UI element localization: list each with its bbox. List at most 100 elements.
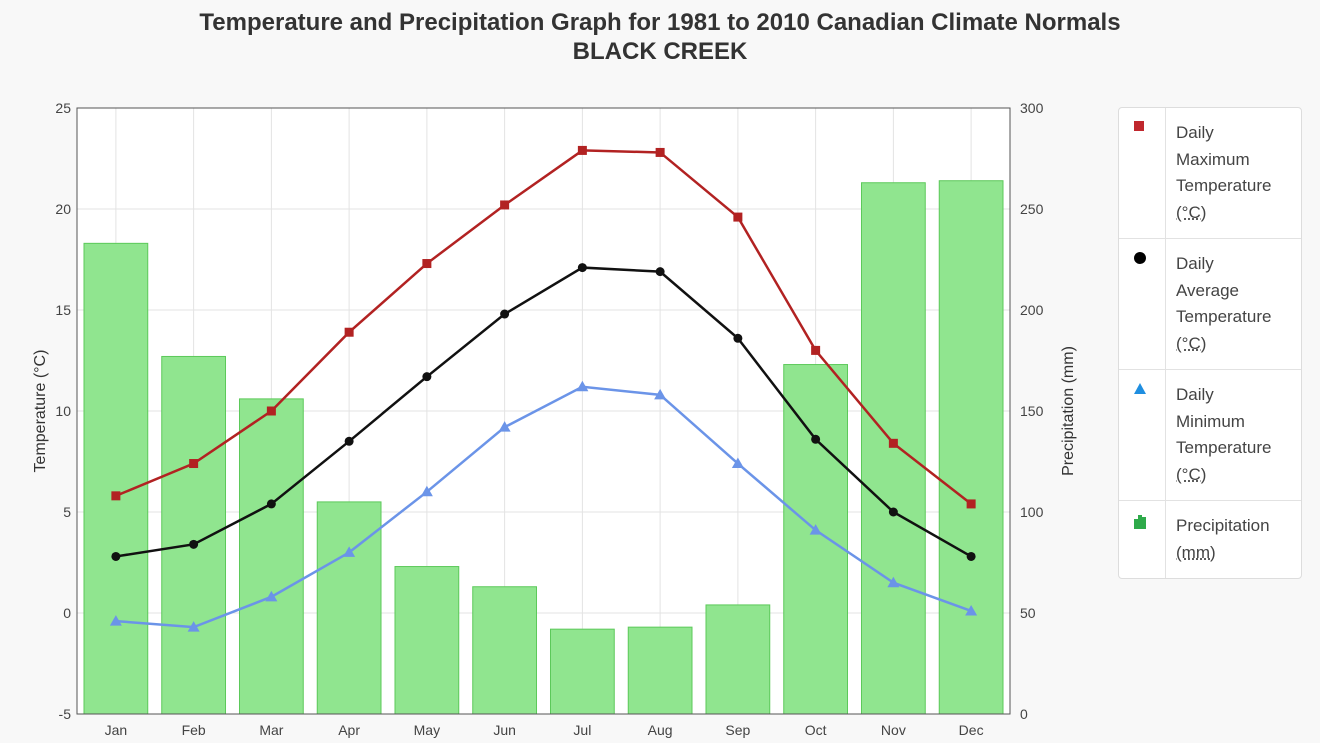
max-temp-point xyxy=(422,259,432,269)
max-temp-point xyxy=(344,327,354,337)
chart-title: Temperature and Precipitation Graph for … xyxy=(0,8,1320,66)
min-temp-point xyxy=(809,524,822,535)
y-left-tick-label: 20 xyxy=(55,201,71,217)
avg-temp-point xyxy=(655,267,665,277)
avg-temp-point xyxy=(266,499,276,509)
x-tick-label: Apr xyxy=(338,722,360,738)
chart-title-line2: BLACK CREEK xyxy=(572,38,748,65)
legend-unit: (°C) xyxy=(1176,333,1207,353)
x-tick-label: Feb xyxy=(182,722,206,738)
avg-temp-point xyxy=(811,434,821,444)
precipitation-bar xyxy=(860,182,926,715)
max-temp-point xyxy=(577,145,587,155)
x-tick-label: Aug xyxy=(648,722,673,738)
legend-item-precip[interactable]: Precipitation (mm) xyxy=(1119,501,1301,578)
min-temp-point xyxy=(109,615,122,626)
chart-legend[interactable]: Daily Maximum Temperature (°C) Daily Ave… xyxy=(1118,107,1302,579)
x-tick-label: Jun xyxy=(493,722,516,738)
chart-title-line1: Temperature and Precipitation Graph for … xyxy=(199,9,1121,36)
legend-max-label: Daily Maximum Temperature (°C) xyxy=(1166,108,1279,238)
precipitation-bar xyxy=(472,586,538,715)
legend-avg-label: Daily Average Temperature (°C) xyxy=(1166,239,1279,369)
circle-marker-icon xyxy=(1134,252,1146,264)
min-temp-point xyxy=(343,546,356,557)
legend-precip-marker xyxy=(1119,501,1166,578)
legend-text: Temperature xyxy=(1176,307,1272,326)
legend-text: Minimum xyxy=(1176,411,1245,431)
max-temp-point xyxy=(733,212,743,222)
legend-item-avg-temp[interactable]: Daily Average Temperature (°C) xyxy=(1119,239,1301,370)
avg-temp-point xyxy=(422,372,432,382)
legend-unit: (mm) xyxy=(1176,542,1216,562)
max-temp-point xyxy=(966,499,976,509)
min-temp-point xyxy=(965,604,978,616)
max-temp-point xyxy=(888,438,898,448)
precipitation-bar xyxy=(705,604,771,715)
precipitation-bar xyxy=(627,626,693,715)
y-right-tick-label: 200 xyxy=(1020,302,1044,318)
max-temp-point xyxy=(266,406,276,416)
max-temp-point xyxy=(111,491,121,501)
y-left-tick-label: -5 xyxy=(59,706,72,722)
legend-text: Daily xyxy=(1176,385,1214,404)
legend-unit: (°C) xyxy=(1176,464,1207,484)
min-temp-point xyxy=(498,421,511,432)
precipitation-bars xyxy=(83,180,1004,715)
x-tick-label: May xyxy=(414,722,440,738)
max-temp-point xyxy=(500,200,510,210)
avg-temp-point xyxy=(966,551,976,561)
avg-temp-point xyxy=(888,507,898,517)
legend-min-label: Daily Minimum Temperature (°C) xyxy=(1166,370,1279,500)
y-left-tick-label: 10 xyxy=(55,403,71,419)
legend-text: Average xyxy=(1176,280,1240,300)
min-temp-point xyxy=(887,576,900,588)
y-left-tick-label: 25 xyxy=(55,100,71,116)
legend-precip-label: Precipitation (mm) xyxy=(1166,501,1278,578)
legend-item-max-temp[interactable]: Daily Maximum Temperature (°C) xyxy=(1119,108,1301,239)
precipitation-bar xyxy=(783,364,849,715)
x-tick-label: Mar xyxy=(259,722,283,738)
min-temp-point xyxy=(576,380,589,392)
y-right-tick-label: 50 xyxy=(1020,605,1036,621)
series-line xyxy=(115,149,972,505)
y-left-tick-label: 0 xyxy=(63,605,71,621)
max-temp-point xyxy=(811,345,821,355)
series-line xyxy=(115,266,972,558)
bar-chart-icon xyxy=(1134,515,1146,529)
series-line xyxy=(115,385,972,629)
square-marker-icon xyxy=(1134,121,1144,131)
legend-text: Daily xyxy=(1176,123,1214,142)
legend-text: Temperature xyxy=(1176,438,1272,457)
precipitation-bar xyxy=(938,180,1004,715)
x-tick-label: Dec xyxy=(959,722,984,738)
triangle-marker-icon xyxy=(1134,383,1146,394)
legend-item-min-temp[interactable]: Daily Minimum Temperature (°C) xyxy=(1119,370,1301,501)
legend-min-marker xyxy=(1119,370,1166,500)
avg-temp-point xyxy=(577,263,587,273)
avg-temp-point xyxy=(733,333,743,343)
min-temp-point xyxy=(187,621,200,632)
x-tick-label: Sep xyxy=(725,722,750,738)
min-temp-point xyxy=(420,485,433,497)
plot-border xyxy=(76,107,1011,715)
legend-text: Precipitation xyxy=(1176,516,1270,535)
min-temp-point xyxy=(265,590,278,602)
max-temp-point xyxy=(655,147,665,157)
legend-avg-marker xyxy=(1119,239,1166,369)
min-temp-point xyxy=(654,388,667,400)
legend-text: Maximum xyxy=(1176,149,1250,169)
precipitation-bar xyxy=(394,566,460,715)
y-right-tick-label: 150 xyxy=(1020,403,1044,419)
legend-text: Daily xyxy=(1176,254,1214,273)
y-right-tick-label: 250 xyxy=(1020,201,1044,217)
x-tick-label: Jul xyxy=(573,722,591,738)
y-right-axis-title: Precipitation (mm) xyxy=(1060,346,1077,476)
min-temp-point xyxy=(731,457,744,469)
precipitation-bar xyxy=(83,242,149,715)
avg-temp-point xyxy=(111,551,121,561)
precipitation-bar xyxy=(238,398,304,715)
y-left-axis-title: Temperature (°C) xyxy=(32,350,49,473)
precipitation-bar xyxy=(549,628,615,715)
